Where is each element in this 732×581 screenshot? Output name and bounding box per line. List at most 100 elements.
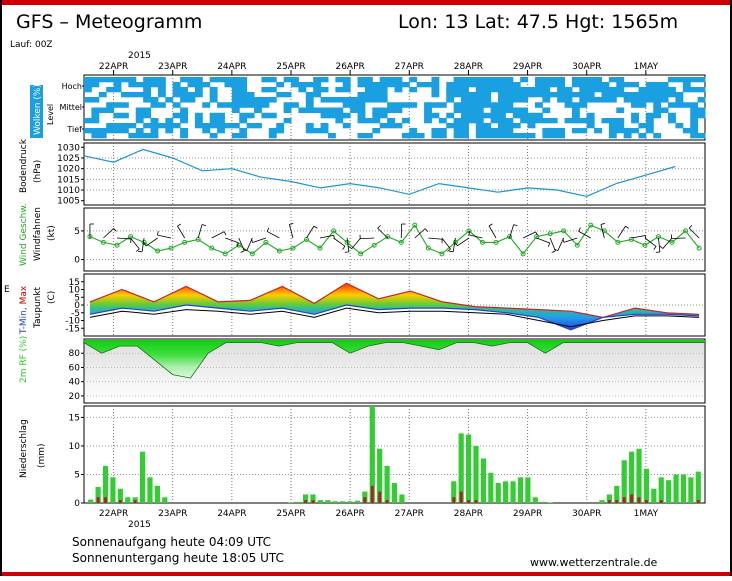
- cloud-cell: [106, 123, 114, 128]
- cloud-cell: [165, 128, 173, 133]
- cloud-cell: [520, 92, 528, 97]
- cloud-cell: [321, 97, 329, 103]
- cloud-cell: [84, 128, 92, 133]
- cloud-cell: [409, 87, 417, 92]
- cloud-cell: [653, 97, 661, 103]
- cloud-cell: [557, 92, 565, 97]
- cloud-cell: [151, 82, 159, 87]
- cloud-cell: [239, 118, 247, 123]
- cloud-cell: [483, 113, 491, 119]
- cloud-cell: [498, 118, 506, 123]
- cloud-cell: [239, 133, 247, 138]
- cloud-cell: [431, 102, 439, 108]
- cloud-cell: [128, 77, 136, 82]
- cloud-cell: [313, 87, 321, 92]
- precip-conv-bar: [371, 486, 374, 503]
- cloud-cell: [653, 82, 661, 87]
- cloud-cell: [461, 82, 469, 87]
- cloud-cell: [661, 87, 669, 92]
- cloud-cell: [387, 102, 395, 108]
- cloud-cell: [520, 87, 528, 92]
- cloud-cell: [284, 118, 292, 123]
- cloud-cell: [535, 118, 543, 123]
- cloud-cell: [114, 77, 122, 82]
- cloud-cell: [675, 97, 683, 103]
- cloud-cell: [269, 77, 277, 82]
- cloud-cell: [468, 82, 476, 87]
- cloud-cell: [151, 77, 159, 82]
- cloud-cell: [195, 123, 203, 128]
- cloud-cell: [276, 92, 284, 97]
- cloud-cell: [210, 92, 218, 97]
- date-bottom-29APR: 29APR: [513, 509, 542, 519]
- cloud-cell: [498, 123, 506, 128]
- date-bottom-27APR: 27APR: [395, 509, 424, 519]
- cloud-cell: [143, 92, 151, 97]
- cloud-cell: [180, 97, 188, 103]
- cloud-cell: [306, 97, 314, 103]
- cloud-cell: [298, 87, 306, 92]
- cloud-cell: [520, 118, 528, 123]
- cloud-cell: [202, 123, 210, 128]
- cloud-cell: [505, 128, 513, 133]
- cloud-cell: [91, 108, 99, 114]
- cloud-cell: [121, 92, 129, 97]
- y-tick-label: 1005: [57, 197, 80, 207]
- cloud-cell: [616, 92, 624, 97]
- cloud-cell: [491, 133, 499, 138]
- cloud-cell: [668, 113, 676, 119]
- cloud-cell: [106, 77, 114, 82]
- cloud-cell: [528, 118, 536, 123]
- cloud-cell: [579, 128, 587, 133]
- run-text: Lauf: 00Z: [10, 40, 53, 50]
- cloud-cell: [298, 82, 306, 87]
- cloud-cell: [188, 82, 196, 87]
- cloud-cell: [84, 87, 92, 92]
- precip-bar: [525, 477, 530, 503]
- cloud-cell: [409, 133, 417, 138]
- cloud-cell: [217, 113, 225, 119]
- cloud-cell: [358, 77, 366, 82]
- cloud-cell: [151, 102, 159, 108]
- cloud-cell: [372, 113, 380, 119]
- cloud-cell: [165, 97, 173, 103]
- cloud-cell: [579, 82, 587, 87]
- cloud-cell: [143, 113, 151, 119]
- cloud-cell: [675, 92, 683, 97]
- cloud-cell: [431, 113, 439, 119]
- precip-conv-bar: [697, 500, 700, 503]
- cloud-cell: [565, 92, 573, 97]
- cloud-cell: [579, 102, 587, 108]
- cloud-cell: [579, 77, 587, 82]
- cloud-cell: [602, 87, 610, 92]
- cloud-cell: [550, 128, 558, 133]
- cloud-cell: [431, 82, 439, 87]
- cloud-cell: [395, 77, 403, 82]
- cloud-cell: [579, 92, 587, 97]
- website-link[interactable]: www.wetterzentrale.de: [530, 556, 657, 569]
- cloud-cell: [158, 82, 166, 87]
- cloud-cell: [343, 82, 351, 87]
- cloud-cell: [239, 77, 247, 82]
- cloud-cell: [365, 118, 373, 123]
- y-tick-label: 80: [69, 349, 81, 359]
- cloud-cell: [350, 108, 358, 114]
- cloud-cell: [698, 87, 706, 92]
- precip-conv-bar: [386, 500, 389, 503]
- precip-conv-bar: [460, 492, 463, 503]
- cloud-cell: [321, 77, 329, 82]
- cloud-cell: [454, 82, 462, 87]
- cloud-cell: [535, 92, 543, 97]
- cloud-cell: [542, 87, 550, 92]
- cloud-cell: [587, 77, 595, 82]
- temp-unit: (C): [47, 291, 57, 304]
- cloud-cell: [402, 118, 410, 123]
- cloud-cell: [143, 108, 151, 114]
- cloud-cell: [409, 128, 417, 133]
- cloud-cell: [572, 82, 580, 87]
- cloud-cell: [91, 113, 99, 119]
- cloud-cell: [276, 123, 284, 128]
- cloud-cell: [91, 133, 99, 138]
- cloud-cell: [505, 92, 513, 97]
- cloud-cell: [121, 123, 129, 128]
